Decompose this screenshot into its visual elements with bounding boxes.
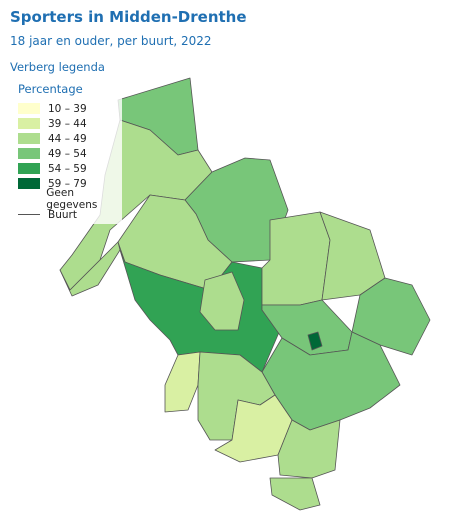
legend-item-no-data: Geen gegevens: [18, 187, 122, 211]
legend-label: 44 – 49: [48, 132, 87, 145]
toggle-legend-link[interactable]: Verberg legenda: [10, 60, 105, 74]
legend-label: 39 – 44: [48, 117, 87, 130]
region-east-middle[interactable]: [261, 299, 353, 356]
legend-item-class-1: 10 – 39: [18, 102, 87, 115]
map-subtitle: 18 jaar en ouder, per buurt, 2022: [10, 34, 212, 48]
region-inner-light[interactable]: [199, 271, 245, 331]
legend-item-class-6: 59 – 79: [18, 177, 87, 190]
legend-swatch: [18, 103, 40, 114]
legend-panel: Percentage 10 – 39 39 – 44 44 – 49 49 – …: [8, 74, 122, 224]
region-east-north-1[interactable]: [261, 211, 331, 306]
region-south-tip[interactable]: [269, 477, 321, 511]
legend-label: Buurt: [48, 208, 77, 221]
region-east-dark-spot[interactable]: [307, 331, 323, 351]
legend-label: 54 – 59: [48, 162, 87, 175]
legend-label: 59 – 79: [48, 177, 87, 190]
legend-item-class-5: 54 – 59: [18, 162, 87, 175]
region-northwest-strip[interactable]: [59, 119, 213, 291]
legend-swatch: [18, 163, 40, 174]
boundary-line-icon: [18, 214, 40, 215]
legend-label: Geen gegevens: [46, 186, 98, 211]
legend-item-boundary: Buurt: [18, 208, 77, 221]
legend-swatch: [18, 133, 40, 144]
map-title: Sporters in Midden-Drenthe: [10, 8, 247, 26]
legend-label: 49 – 54: [48, 147, 87, 160]
legend-item-class-4: 49 – 54: [18, 147, 87, 160]
legend-swatch: [18, 148, 40, 159]
legend-swatch: [18, 193, 39, 204]
legend-title: Percentage: [18, 82, 83, 96]
legend-label: 10 – 39: [48, 102, 87, 115]
legend-swatch: [18, 118, 40, 129]
legend-item-class-3: 44 – 49: [18, 132, 87, 145]
region-southeast[interactable]: [277, 419, 341, 479]
legend-swatch: [18, 178, 40, 189]
region-south-yellow-west[interactable]: [164, 351, 201, 413]
legend-item-class-2: 39 – 44: [18, 117, 87, 130]
